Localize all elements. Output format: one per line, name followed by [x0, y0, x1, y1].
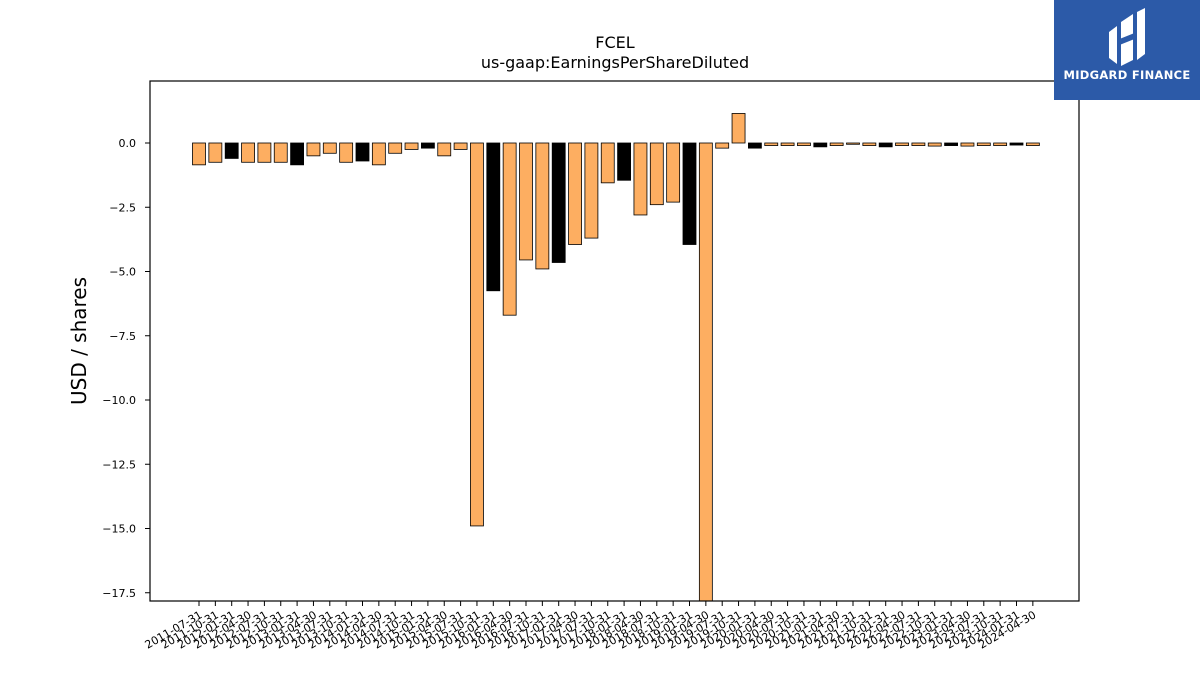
bar-2017-01-31 [551, 142, 566, 263]
bar-2013-07-31 [322, 142, 337, 154]
bar-2021-10-31 [862, 142, 877, 146]
bar-2014-04-30 [371, 142, 386, 166]
bar-2022-04-30 [895, 142, 909, 146]
bar-2021-04-30 [829, 142, 844, 146]
y-axis: 0.0 −2.5 −5.0 −7.5 −10.0 −12.5 −15.0 −17.5 [102, 137, 150, 600]
brand-name: MIDGARD FINANCE [1063, 68, 1191, 82]
plot-frame [149, 80, 1080, 602]
bar-2020-10-31 [797, 142, 811, 146]
bar-2023-07-31 [976, 142, 991, 146]
bar-2015-07-31 [453, 142, 468, 150]
bar-2015-10-31 [470, 142, 484, 527]
chart-subtitle: us-gaap:EarningsPerShareDiluted [481, 53, 749, 72]
bar-2012-10-31 [273, 142, 288, 163]
midgard-logo-icon [1109, 8, 1145, 66]
bar-2016-01-31 [486, 142, 501, 292]
bar-2018-01-31 [617, 142, 631, 181]
bar-2015-04-30 [437, 142, 452, 157]
y-tick-label: −15.0 [102, 523, 136, 536]
bar-2013-10-31 [339, 142, 354, 163]
bar-2018-10-31 [666, 142, 681, 203]
bar-2023-04-30 [960, 142, 975, 147]
y-tick-label: −2.5 [109, 201, 136, 214]
bar-2024-01-31 [1009, 142, 1024, 146]
y-tick-label: −17.5 [102, 587, 136, 600]
bar-2019-10-31 [731, 113, 746, 144]
bar-2013-04-30 [306, 142, 321, 157]
y-tick-label: −12.5 [102, 458, 136, 471]
bar-2019-07-31 [715, 142, 730, 149]
bar-2021-01-31 [813, 142, 828, 148]
chart-title: FCEL [595, 33, 634, 52]
y-tick-label: −5.0 [109, 266, 136, 279]
bar-2020-07-31 [780, 142, 795, 146]
bar-2023-01-31 [944, 142, 958, 146]
y-tick-label: −7.5 [109, 330, 136, 343]
bar-2022-10-31 [927, 142, 942, 147]
y-tick-label: 0.0 [119, 137, 137, 150]
bar-2024-04-30 [1025, 142, 1040, 146]
bar-2019-04-30 [698, 142, 713, 602]
bar-2020-04-30 [764, 142, 779, 146]
bar-2014-10-31 [404, 142, 419, 150]
bar-2017-04-30 [568, 142, 582, 245]
bar-2015-01-31 [420, 142, 435, 149]
bar-2021-07-31 [846, 142, 860, 145]
bar-2017-10-31 [600, 142, 615, 184]
bar-2018-07-31 [649, 142, 664, 206]
bar-2019-01-31 [682, 142, 697, 245]
bar-2012-01-31 [224, 142, 239, 159]
bar-2011-07-31 [192, 142, 206, 166]
bar-2016-04-30 [502, 142, 517, 316]
x-axis: 2011-07-312011-10-312012-01-312012-04-30… [143, 601, 1038, 652]
bar-2014-07-31 [388, 142, 403, 154]
bar-2012-04-30 [241, 142, 255, 163]
bar-2020-01-31 [748, 142, 762, 149]
bar-2023-10-31 [993, 142, 1008, 146]
bar-2017-07-31 [584, 142, 599, 239]
bar-2013-01-31 [290, 142, 305, 166]
bar-2012-07-31 [257, 142, 272, 163]
y-axis-label: USD / shares [67, 277, 91, 405]
bars-group [192, 113, 1040, 602]
bar-2018-04-30 [633, 142, 648, 216]
bar-2011-10-31 [208, 142, 223, 163]
y-tick-label: −10.0 [102, 394, 136, 407]
bar-2022-07-31 [911, 142, 926, 146]
bar-2016-10-31 [535, 142, 550, 270]
bar-2014-01-31 [355, 142, 370, 162]
bar-2016-07-31 [519, 142, 533, 261]
bar-2022-01-31 [878, 142, 893, 148]
brand-logo: MIDGARD FINANCE [1054, 0, 1200, 100]
